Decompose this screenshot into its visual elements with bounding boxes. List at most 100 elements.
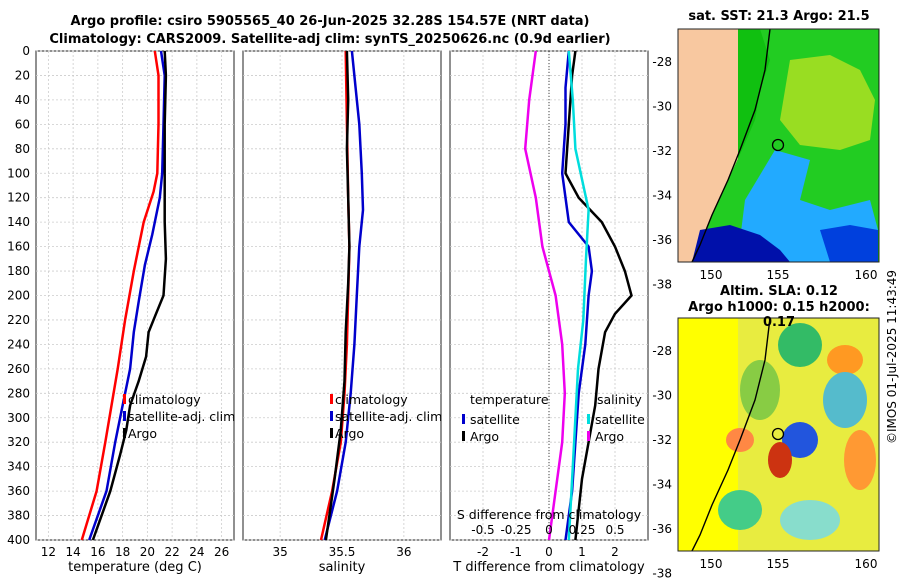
sla-map-title-line1: Altim. SLA: 0.12 [720, 284, 838, 299]
legend-label: satellite-adj. clim [128, 409, 235, 424]
y-tick-label: 20 [15, 68, 30, 82]
x2-tick-label: -0.25 [500, 523, 531, 537]
map-lon-label: 160 [855, 557, 878, 571]
map-lon-label: 150 [700, 268, 723, 282]
difference-series-t-satellite [560, 50, 594, 541]
y-tick-label: 40 [15, 93, 30, 107]
x-axis-label-secondary: S difference from climatology [457, 507, 642, 522]
y-tick-label: 80 [15, 142, 30, 156]
x-axis-label: temperature (deg C) [68, 560, 202, 575]
difference-series-s-argo [523, 50, 567, 541]
map-lon-label: 160 [855, 268, 878, 282]
legend-label: climatology [335, 392, 408, 407]
temperature-series-argo [91, 50, 168, 541]
map-lon-label: 155 [767, 557, 790, 571]
salinity-series-satellite-adj-clim [323, 50, 365, 541]
salinity-plot: 35 35.5 36 salinity climatology satellite-adj… [243, 50, 442, 575]
x-tick-label: 35.5 [329, 545, 356, 559]
legend-label: satellite [470, 412, 520, 427]
difference-series-s-satellite [567, 50, 590, 541]
y-tick-label: 120 [7, 191, 30, 205]
x-tick-label: 35 [272, 545, 287, 559]
x-tick-label: 14 [65, 545, 80, 559]
legend-label: satellite-adj. clim [335, 409, 442, 424]
y-tick-label: 300 [7, 411, 30, 425]
argo-position-marker-sla [771, 427, 785, 441]
map-lon-label: 155 [767, 268, 790, 282]
map-lat-label: -36 [652, 522, 672, 536]
y-tick-label: 180 [7, 264, 30, 278]
temperature-plot: 12 14 16 18 20 22 24 26 temperature (deg C) 0 20 40… [7, 44, 235, 575]
legend-swatch [587, 431, 590, 441]
map-lat-label: -28 [652, 344, 672, 358]
x-tick-label: 16 [90, 545, 105, 559]
y-tick-label: 240 [7, 337, 30, 351]
legend-swatch [330, 394, 333, 404]
y-tick-label: 260 [7, 362, 30, 376]
legend-label: Argo [470, 429, 499, 444]
legend-swatch [123, 428, 126, 438]
x-tick-label: 1 [578, 545, 586, 559]
legend-label: Argo [595, 429, 624, 444]
map-lat-label: -34 [652, 478, 672, 492]
sst-map-title: sat. SST: 21.3 Argo: 21.5 [688, 9, 870, 24]
sst-map [677, 28, 880, 263]
x-tick-label: 18 [115, 545, 130, 559]
map-lat-label: -28 [652, 55, 672, 69]
x2-tick-label: 0 [545, 523, 553, 537]
temperature-series-climatology [80, 50, 160, 541]
figure-title-line2: Climatology: CARS2009. Satellite-adj cli… [49, 32, 611, 47]
y-tick-label: 380 [7, 509, 30, 523]
x-tick-label: 20 [140, 545, 155, 559]
y-tick-label: 0 [22, 44, 30, 58]
x-tick-label: 12 [41, 545, 56, 559]
y-tick-label: 400 [7, 533, 30, 547]
legend-swatch [330, 411, 333, 421]
difference-plot: -2 -1 0 1 2T difference from climatology S di… [450, 50, 648, 575]
x-tick-label: -1 [510, 545, 522, 559]
difference-series-t-argo [564, 50, 633, 541]
x-tick-label: 24 [189, 545, 204, 559]
x-tick-label: 0 [545, 545, 553, 559]
salinity-series-argo [324, 50, 351, 541]
map-lat-label: -38 [652, 278, 672, 292]
y-tick-label: 160 [7, 240, 30, 254]
y-tick-label: 60 [15, 117, 30, 131]
map-lon-label: 150 [700, 557, 723, 571]
x-axis-label: salinity [319, 560, 366, 575]
legend-swatch [123, 394, 126, 404]
legend-swatch [123, 411, 126, 421]
x2-tick-label: 0.5 [605, 523, 624, 537]
legend-swatch [462, 414, 465, 424]
legend-title-temperature: temperature [470, 392, 549, 407]
map-lat-label: -38 [652, 567, 672, 580]
legend-swatch [462, 431, 465, 441]
legend-title-salinity: salinity [597, 392, 642, 407]
x-tick-label: 2 [611, 545, 619, 559]
legend-swatch [330, 428, 333, 438]
sla-map [677, 317, 880, 552]
map-lat-label: -32 [652, 433, 672, 447]
x-tick-label: -2 [477, 545, 489, 559]
y-tick-label: 340 [7, 460, 30, 474]
y-tick-label: 280 [7, 386, 30, 400]
y-tick-label: 100 [7, 166, 30, 180]
x-tick-label: 36 [396, 545, 411, 559]
x2-tick-label: 0.25 [569, 523, 596, 537]
y-tick-label: 320 [7, 435, 30, 449]
y-tick-label: 200 [7, 289, 30, 303]
x-axis-label: T difference from climatology [452, 560, 645, 575]
imos-credit: ©IMOS 01-Jul-2025 11:43:49 [885, 269, 899, 445]
x2-tick-label: -0.5 [471, 523, 494, 537]
y-tick-label: 360 [7, 484, 30, 498]
map-lat-label: -30 [652, 389, 672, 403]
temperature-series-satellite-adj-clim [88, 50, 166, 541]
legend-label: Argo [128, 426, 157, 441]
legend-swatch [587, 414, 590, 424]
map-lat-label: -32 [652, 144, 672, 158]
legend-label: climatology [128, 392, 201, 407]
legend-label: Argo [335, 426, 364, 441]
map-lat-label: -36 [652, 233, 672, 247]
figure-title-line1: Argo profile: csiro 5905565_40 26-Jun-20… [70, 14, 590, 29]
